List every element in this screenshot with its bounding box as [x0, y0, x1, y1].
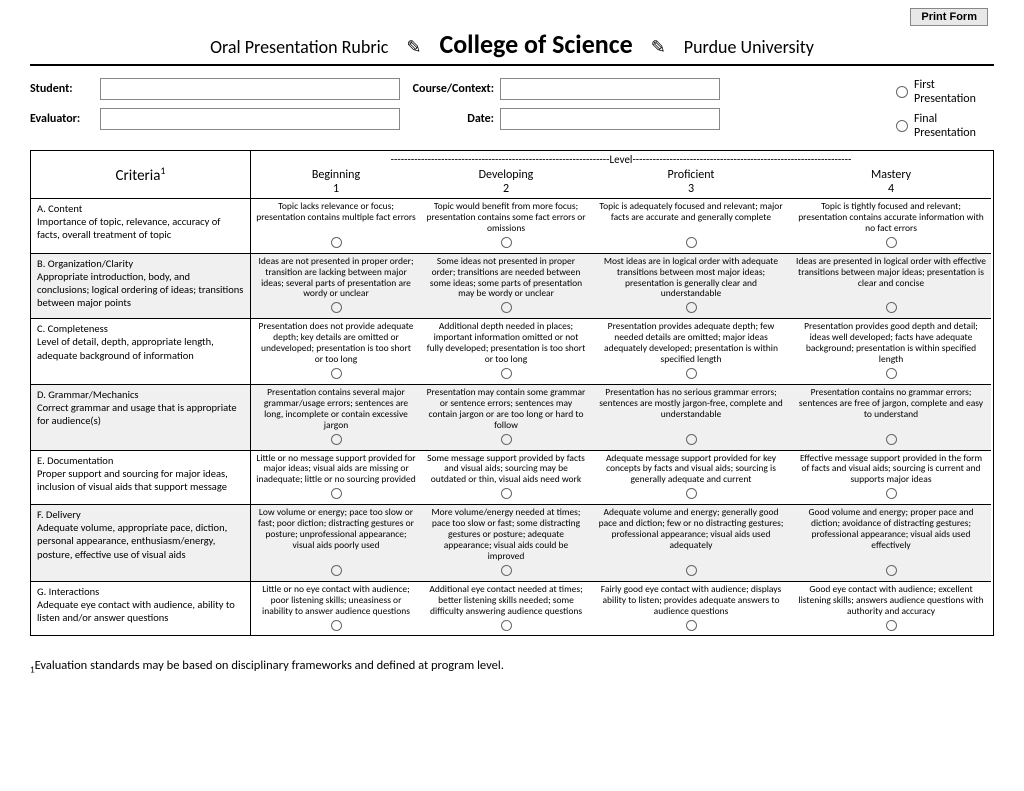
score-radio[interactable] [596, 368, 786, 382]
score-radio[interactable] [256, 434, 416, 448]
score-radio[interactable] [596, 488, 786, 502]
score-radio[interactable] [796, 302, 986, 316]
rubric-cell: Most ideas are in logical order with ade… [591, 253, 791, 319]
evaluator-input[interactable] [100, 108, 400, 130]
score-radio[interactable] [256, 620, 416, 634]
rubric-cell: Additional eye contact needed at times; … [421, 581, 591, 636]
rubric-cell: Topic is adequately focused and relevant… [591, 198, 791, 253]
level-header: Developing2 [421, 166, 591, 198]
pencil-icon: ✎ [406, 36, 421, 58]
score-radio[interactable] [256, 237, 416, 251]
title-left: Oral Presentation Rubric [210, 36, 388, 58]
rubric-cell: Ideas are not presented in proper order;… [251, 253, 421, 319]
date-label: Date: [400, 112, 500, 126]
rubric-cell: Topic would benefit from more focus; pre… [421, 198, 591, 253]
score-radio[interactable] [256, 565, 416, 579]
level-header: Mastery4 [791, 166, 991, 198]
rubric-cell: Fairly good eye contact with audience; d… [591, 581, 791, 636]
score-radio[interactable] [256, 488, 416, 502]
rubric-cell: Presentation provides good depth and det… [791, 318, 991, 384]
level-header: Beginning1 [251, 166, 421, 198]
score-radio[interactable] [596, 620, 786, 634]
level-divider: ----------------------------------------… [251, 151, 991, 166]
score-radio[interactable] [796, 434, 986, 448]
rubric-cell: Additional depth needed in places; impor… [421, 318, 591, 384]
first-pres-label: First Presentation [914, 78, 994, 106]
rubric-cell: Some ideas not presented in proper order… [421, 253, 591, 319]
final-pres-label: Final Presentation [914, 112, 994, 140]
rubric-cell: Adequate volume and energy; generally go… [591, 504, 791, 581]
score-radio[interactable] [426, 302, 586, 316]
rubric-cell: Ideas are presented in logical order wit… [791, 253, 991, 319]
title-bar: Oral Presentation Rubric ✎ College of Sc… [30, 28, 994, 66]
rubric-cell: Some message support provided by facts a… [421, 450, 591, 505]
rubric-table: Criteria1 ------------------------------… [30, 150, 994, 636]
score-radio[interactable] [796, 565, 986, 579]
student-input[interactable] [100, 78, 400, 100]
footnote: 1Evaluation standards may be based on di… [30, 658, 994, 676]
print-form-button[interactable]: Print Form [910, 8, 988, 26]
pencil-icon: ✎ [651, 36, 666, 58]
course-label: Course/Context: [400, 82, 500, 96]
final-presentation-radio[interactable]: Final Presentation [896, 112, 994, 140]
criteria-cell: G. InteractionsAdequate eye contact with… [31, 581, 251, 636]
rubric-cell: Adequate message support provided for ke… [591, 450, 791, 505]
first-presentation-radio[interactable]: First Presentation [896, 78, 994, 106]
score-radio[interactable] [596, 302, 786, 316]
score-radio[interactable] [796, 368, 986, 382]
rubric-cell: Low volume or energy; pace too slow or f… [251, 504, 421, 581]
info-section: Student: Course/Context: Evaluator: Date… [30, 78, 994, 140]
score-radio[interactable] [426, 565, 586, 579]
rubric-cell: Little or no eye contact with audience; … [251, 581, 421, 636]
score-radio[interactable] [426, 620, 586, 634]
course-input[interactable] [500, 78, 720, 100]
score-radio[interactable] [796, 237, 986, 251]
date-input[interactable] [500, 108, 720, 130]
rubric-cell: More volume/energy needed at times; pace… [421, 504, 591, 581]
rubric-cell: Presentation does not provide adequate d… [251, 318, 421, 384]
rubric-cell: Topic is tightly focused and relevant; p… [791, 198, 991, 253]
criteria-cell: C. CompletenessLevel of detail, depth, a… [31, 318, 251, 384]
student-label: Student: [30, 82, 100, 96]
rubric-cell: Good eye contact with audience; excellen… [791, 581, 991, 636]
level-header: Proficient3 [591, 166, 791, 198]
title-mid: College of Science [439, 28, 632, 60]
criteria-cell: E. DocumentationProper support and sourc… [31, 450, 251, 505]
rubric-cell: Good volume and energy; proper pace and … [791, 504, 991, 581]
rubric-cell: Presentation contains no grammar errors;… [791, 384, 991, 450]
criteria-cell: A. ContentImportance of topic, relevance… [31, 198, 251, 253]
score-radio[interactable] [426, 237, 586, 251]
rubric-cell: Presentation contains several major gram… [251, 384, 421, 450]
rubric-cell: Effective message support provided in th… [791, 450, 991, 505]
rubric-cell: Presentation may contain some grammar or… [421, 384, 591, 450]
score-radio[interactable] [596, 434, 786, 448]
score-radio[interactable] [256, 302, 416, 316]
criteria-header: Criteria1 [31, 151, 251, 198]
score-radio[interactable] [796, 620, 986, 634]
criteria-cell: F. DeliveryAdequate volume, appropriate … [31, 504, 251, 581]
criteria-cell: B. Organization/ClarityAppropriate intro… [31, 253, 251, 319]
rubric-cell: Little or no message support provided fo… [251, 450, 421, 505]
score-radio[interactable] [596, 237, 786, 251]
rubric-cell: Presentation has no serious grammar erro… [591, 384, 791, 450]
rubric-cell: Topic lacks relevance or focus; presenta… [251, 198, 421, 253]
score-radio[interactable] [426, 434, 586, 448]
score-radio[interactable] [796, 488, 986, 502]
title-right: Purdue University [684, 36, 814, 58]
score-radio[interactable] [426, 488, 586, 502]
score-radio[interactable] [426, 368, 586, 382]
rubric-cell: Presentation provides adequate depth; fe… [591, 318, 791, 384]
radio-icon [896, 86, 908, 98]
criteria-cell: D. Grammar/MechanicsCorrect grammar and … [31, 384, 251, 450]
score-radio[interactable] [596, 565, 786, 579]
score-radio[interactable] [256, 368, 416, 382]
evaluator-label: Evaluator: [30, 112, 100, 126]
radio-icon [896, 120, 908, 132]
